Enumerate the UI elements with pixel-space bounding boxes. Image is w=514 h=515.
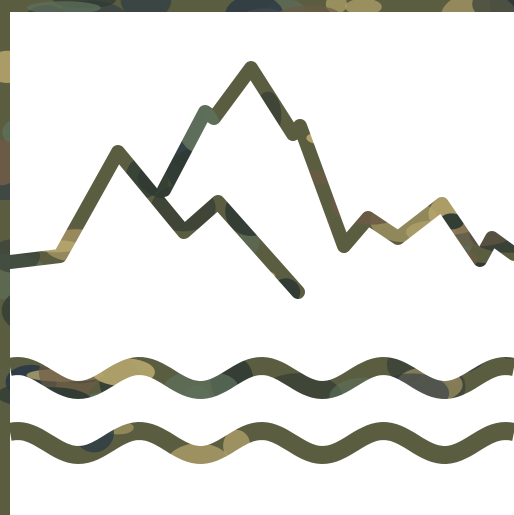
near-mountain-ridge [3, 145, 305, 299]
far-mountain-ridge [157, 61, 514, 267]
top-border-bar [0, 0, 514, 12]
upper-wave [8, 356, 514, 400]
lower-wave [8, 421, 514, 465]
